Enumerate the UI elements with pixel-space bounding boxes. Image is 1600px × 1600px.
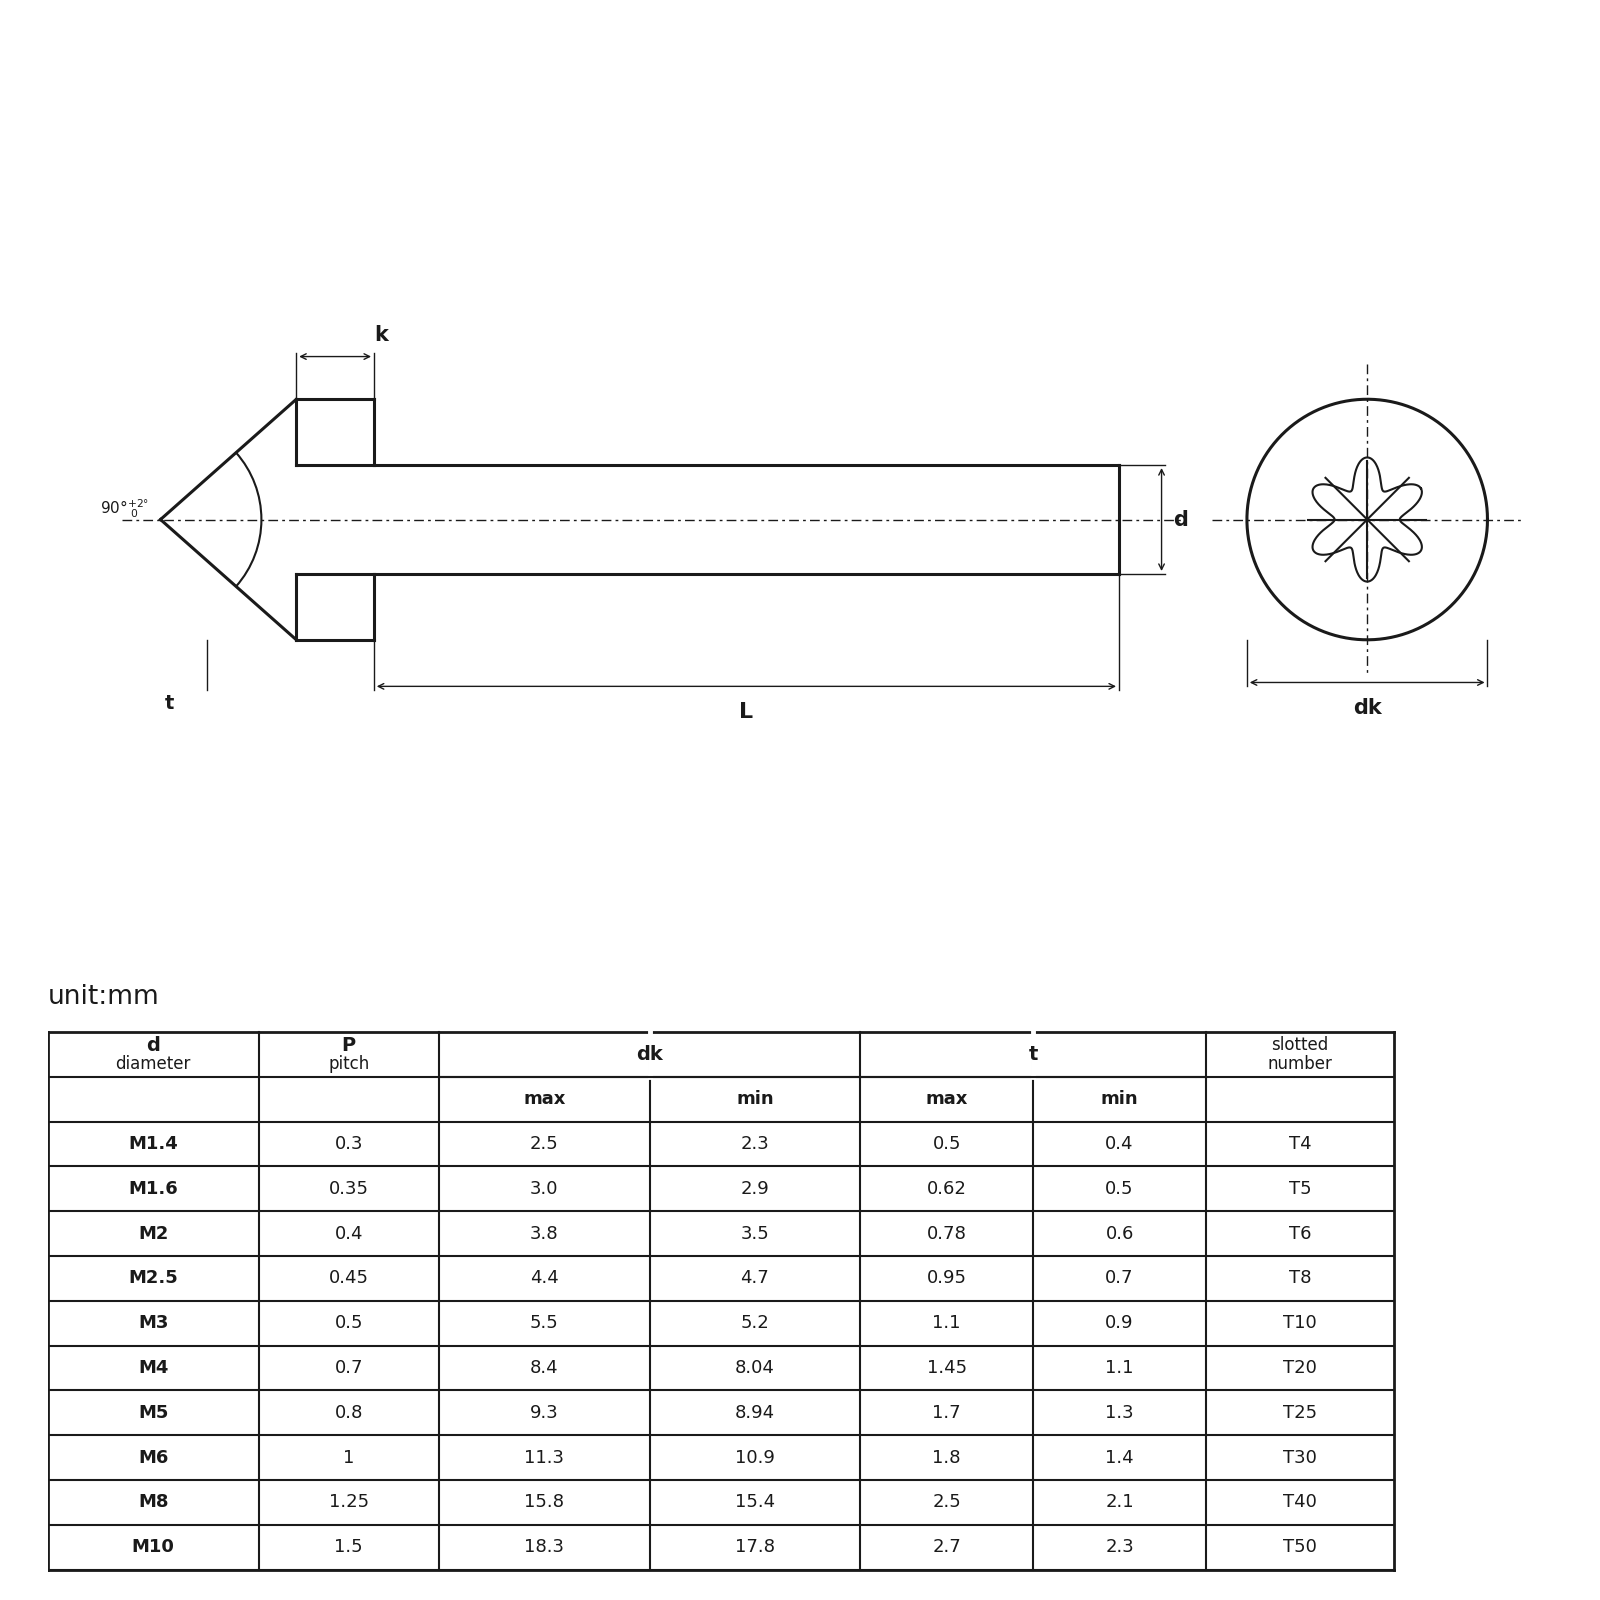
Text: 0.45: 0.45 xyxy=(330,1269,368,1288)
Text: T25: T25 xyxy=(1283,1403,1317,1422)
Text: M2.5: M2.5 xyxy=(128,1269,178,1288)
Text: 15.8: 15.8 xyxy=(525,1493,565,1512)
Text: t: t xyxy=(1029,1045,1038,1064)
Text: 0.3: 0.3 xyxy=(334,1134,363,1154)
Text: max: max xyxy=(925,1090,968,1109)
Text: T40: T40 xyxy=(1283,1493,1317,1512)
Text: d: d xyxy=(1173,509,1189,530)
Text: d: d xyxy=(146,1035,160,1054)
Text: M5: M5 xyxy=(138,1403,168,1422)
Text: 0.4: 0.4 xyxy=(334,1224,363,1243)
Text: 4.4: 4.4 xyxy=(530,1269,558,1288)
Text: M8: M8 xyxy=(138,1493,168,1512)
Text: M4: M4 xyxy=(138,1358,168,1378)
Text: unit:mm: unit:mm xyxy=(48,984,160,1010)
Text: T4: T4 xyxy=(1288,1134,1312,1154)
Text: diameter: diameter xyxy=(115,1056,190,1074)
Text: 9.3: 9.3 xyxy=(530,1403,558,1422)
Text: L: L xyxy=(739,702,754,722)
Text: 0.7: 0.7 xyxy=(334,1358,363,1378)
Text: T8: T8 xyxy=(1290,1269,1312,1288)
Text: max: max xyxy=(523,1090,565,1109)
Text: M10: M10 xyxy=(131,1538,174,1557)
Text: M2: M2 xyxy=(138,1224,168,1243)
Text: T30: T30 xyxy=(1283,1448,1317,1467)
Text: min: min xyxy=(736,1090,774,1109)
Text: pitch: pitch xyxy=(328,1056,370,1074)
Text: 2.3: 2.3 xyxy=(741,1134,770,1154)
Text: 3.0: 3.0 xyxy=(530,1179,558,1198)
Text: 2.3: 2.3 xyxy=(1106,1538,1134,1557)
Text: 2.9: 2.9 xyxy=(741,1179,770,1198)
Text: 1.5: 1.5 xyxy=(334,1538,363,1557)
Text: number: number xyxy=(1267,1056,1333,1074)
Text: M1.6: M1.6 xyxy=(128,1179,178,1198)
Text: 2.5: 2.5 xyxy=(530,1134,558,1154)
Text: 1.25: 1.25 xyxy=(328,1493,370,1512)
Text: 0.78: 0.78 xyxy=(926,1224,966,1243)
Text: 4.7: 4.7 xyxy=(741,1269,770,1288)
Text: dk: dk xyxy=(1354,698,1381,718)
Text: 1.1: 1.1 xyxy=(933,1314,962,1333)
Text: 1.1: 1.1 xyxy=(1106,1358,1134,1378)
Text: 3.5: 3.5 xyxy=(741,1224,770,1243)
Text: 17.8: 17.8 xyxy=(734,1538,774,1557)
Text: 0.5: 0.5 xyxy=(933,1134,962,1154)
Text: 1: 1 xyxy=(342,1448,355,1467)
Text: 8.04: 8.04 xyxy=(734,1358,774,1378)
Text: 0.9: 0.9 xyxy=(1106,1314,1134,1333)
Text: min: min xyxy=(1101,1090,1139,1109)
Text: 8.94: 8.94 xyxy=(734,1403,774,1422)
Text: 1.7: 1.7 xyxy=(933,1403,962,1422)
Text: 0.6: 0.6 xyxy=(1106,1224,1134,1243)
Text: 11.3: 11.3 xyxy=(525,1448,565,1467)
Text: 3.8: 3.8 xyxy=(530,1224,558,1243)
Text: 1.8: 1.8 xyxy=(933,1448,962,1467)
Text: T50: T50 xyxy=(1283,1538,1317,1557)
Text: 1.45: 1.45 xyxy=(926,1358,966,1378)
Text: 5.5: 5.5 xyxy=(530,1314,558,1333)
Text: 0.35: 0.35 xyxy=(330,1179,368,1198)
Text: T20: T20 xyxy=(1283,1358,1317,1378)
Text: T6: T6 xyxy=(1290,1224,1312,1243)
Text: M1.4: M1.4 xyxy=(128,1134,178,1154)
Text: 2.7: 2.7 xyxy=(933,1538,962,1557)
Text: 90°$^{+2°}_{\ 0}$: 90°$^{+2°}_{\ 0}$ xyxy=(99,496,149,520)
Text: 8.4: 8.4 xyxy=(530,1358,558,1378)
Text: slotted: slotted xyxy=(1272,1037,1328,1054)
Text: 2.1: 2.1 xyxy=(1106,1493,1134,1512)
Text: 18.3: 18.3 xyxy=(525,1538,565,1557)
Text: 0.95: 0.95 xyxy=(926,1269,966,1288)
Text: k: k xyxy=(374,325,387,346)
Text: M6: M6 xyxy=(138,1448,168,1467)
Text: 1.4: 1.4 xyxy=(1106,1448,1134,1467)
Text: 0.8: 0.8 xyxy=(334,1403,363,1422)
Text: 0.5: 0.5 xyxy=(334,1314,363,1333)
Text: 0.62: 0.62 xyxy=(926,1179,966,1198)
Text: 10.9: 10.9 xyxy=(734,1448,774,1467)
Text: 2.5: 2.5 xyxy=(933,1493,962,1512)
Text: M3: M3 xyxy=(138,1314,168,1333)
Text: 1.3: 1.3 xyxy=(1106,1403,1134,1422)
Text: 0.7: 0.7 xyxy=(1106,1269,1134,1288)
Text: t: t xyxy=(165,694,174,714)
Text: T10: T10 xyxy=(1283,1314,1317,1333)
Text: 0.4: 0.4 xyxy=(1106,1134,1134,1154)
Text: 5.2: 5.2 xyxy=(741,1314,770,1333)
Text: 0.5: 0.5 xyxy=(1106,1179,1134,1198)
Text: 15.4: 15.4 xyxy=(734,1493,774,1512)
Text: T5: T5 xyxy=(1288,1179,1312,1198)
Text: P: P xyxy=(342,1035,355,1054)
Text: dk: dk xyxy=(637,1045,662,1064)
